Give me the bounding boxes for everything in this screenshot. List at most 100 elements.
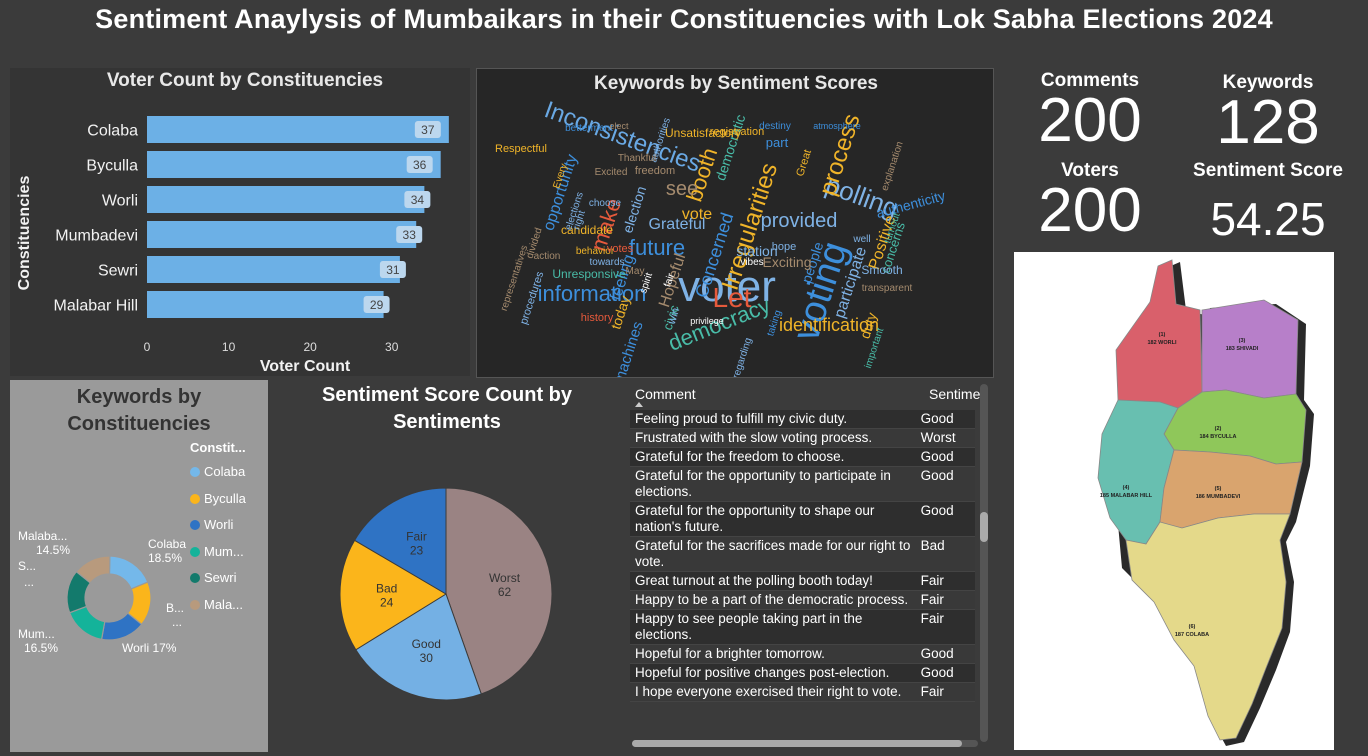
col-header-sentiment[interactable]: Sentime <box>929 386 981 402</box>
donut-legend-item[interactable]: Worli <box>190 517 233 532</box>
map-num-worli: (1) <box>1159 332 1166 338</box>
comment-cell: Grateful for the opportunity to shape ou… <box>630 501 916 537</box>
sentiment-cell: Bad <box>915 536 975 572</box>
sentiment-cell: Worst <box>915 428 975 448</box>
wordcloud-word: Smooth <box>861 263 902 277</box>
keywords-wordcloud[interactable]: Keywords by Sentiment Scores voter voting… <box>476 68 994 378</box>
map-num-colaba: (6) <box>1189 624 1196 630</box>
table-row[interactable]: Grateful for the opportunity to shape ou… <box>630 501 975 537</box>
wordcloud-word: well <box>852 234 870 245</box>
kpi-voters-value: 200 <box>1038 176 1142 245</box>
sentiment-cell: Fair <box>915 590 975 610</box>
bar-value-label: 37 <box>421 123 435 137</box>
sort-asc-icon[interactable] <box>635 402 643 407</box>
donut-legend-item[interactable]: Mala... <box>190 597 243 612</box>
pie-slice-label: Bad <box>376 582 397 596</box>
wordcloud-word: regarding <box>731 336 755 377</box>
donut-label-pct: 16.5% <box>24 641 58 655</box>
wordcloud-word: explanation <box>879 140 905 192</box>
table-row[interactable]: Feeling proud to fulfill my civic duty. G… <box>630 410 975 429</box>
donut-label-name: Malaba... <box>18 529 67 543</box>
wordcloud-word: Thankful <box>618 153 656 164</box>
donut-legend-item[interactable]: Mum... <box>190 544 244 559</box>
table-row[interactable]: Great turnout at the polling booth today… <box>630 571 975 591</box>
legend-dot-icon <box>190 467 200 477</box>
donut-legend-item[interactable]: Byculla <box>190 491 246 506</box>
x-tick-label: 30 <box>385 340 399 354</box>
x-axis-label: Voter Count <box>260 358 351 375</box>
table-row[interactable]: Hopeful for a brighter tomorrow. Good <box>630 644 975 664</box>
comment-cell: Great turnout at the polling booth today… <box>630 571 916 591</box>
wordcloud-word: Respectful <box>495 143 547 155</box>
legend-dot-icon <box>190 493 200 504</box>
comment-cell: Happy to see people taking part in the e… <box>630 609 916 645</box>
bar-value-badge <box>406 156 433 173</box>
wordcloud-word: provided <box>761 210 838 232</box>
vertical-scrollbar[interactable] <box>980 384 988 742</box>
sentiment-cell: Good <box>915 663 975 683</box>
wordcloud-word: part <box>766 135 789 150</box>
pie-slice-label: Fair <box>406 529 427 543</box>
wordcloud-word: freedom <box>635 165 675 177</box>
legend-label: Sewri <box>204 570 237 585</box>
bar-byculla <box>147 151 441 178</box>
wordcloud-word: vibes <box>740 257 763 268</box>
sentiment-cell: Good <box>915 447 975 467</box>
donut-label-pct: ... <box>24 575 34 589</box>
wordcloud-word: candidate <box>561 223 613 237</box>
wordcloud-word: duty <box>857 310 880 340</box>
wordcloud-word: fair <box>662 271 677 288</box>
legend-label: Byculla <box>204 490 246 506</box>
sentiment-cell: Fair <box>915 609 975 645</box>
sentiment-pie-chart[interactable]: Sentiment Score Count by Sentiments Wors… <box>270 380 624 752</box>
x-tick-label: 0 <box>144 340 151 354</box>
table-row[interactable]: Hopeful for positive changes post-electi… <box>630 663 975 683</box>
table-row[interactable]: Happy to be a part of the democratic pro… <box>630 590 975 610</box>
donut-legend-item[interactable]: Sewri <box>190 570 237 585</box>
comment-cell: Frustrated with the slow voting process. <box>630 428 916 448</box>
legend-label: Mum... <box>204 543 244 559</box>
donut-legend-item[interactable]: Colaba <box>190 464 245 479</box>
bar-malabar-hill <box>147 291 384 318</box>
bar-category-label: Sewri <box>98 263 138 280</box>
voter-count-bar-chart[interactable]: Voter Count by Constituencies Colaba 37 By… <box>10 68 470 376</box>
table-row[interactable]: I hope everyone exercised their right to… <box>630 682 975 702</box>
map-num-shivadi: (3) <box>1239 338 1246 344</box>
kpi-keywords-label: Keywords <box>1222 72 1314 93</box>
horizontal-scrollbar-thumb[interactable] <box>632 740 962 747</box>
comments-table[interactable]: Comment Sentime Feeling proud to fulfill… <box>630 380 992 752</box>
map-name-malabar: 185 MALABAR HILL <box>1100 493 1153 499</box>
wordcloud-word: transparent <box>862 283 913 294</box>
page-title: Sentiment Anaylysis of Mumbaikars in the… <box>95 4 1273 34</box>
bar-mumbadevi <box>147 221 417 248</box>
pie-slice-value: 30 <box>420 651 434 665</box>
map-name-worli: 182 WORLI <box>1147 340 1177 346</box>
table-row[interactable]: Grateful for the freedom to choose. Good <box>630 447 975 467</box>
table-row[interactable]: Happy to see people taking part in the e… <box>630 609 975 645</box>
bar-value-badge <box>404 191 431 208</box>
pie-slice-fair <box>353 487 447 595</box>
comment-cell: Grateful for the sacrifices made for our… <box>630 536 916 572</box>
donut-label-pct: 18.5% <box>148 551 182 565</box>
bar-value-label: 34 <box>411 193 425 207</box>
comment-cell: Happy to be a part of the democratic pro… <box>630 590 916 610</box>
bar-category-label: Malabar Hill <box>54 298 138 315</box>
pie-slice-value: 23 <box>410 543 424 557</box>
vertical-scrollbar-thumb[interactable] <box>980 512 988 542</box>
bar-value-badge <box>379 261 406 278</box>
kpi-keywords-value: 128 <box>1216 88 1320 157</box>
col-header-comment[interactable]: Comment <box>635 386 696 402</box>
table-row[interactable]: Grateful for the sacrifices made for our… <box>630 536 975 572</box>
bar-chart-svg: Colaba 37 Byculla 36 Worli 34 Mumbadevi 33 Sewri… <box>16 116 449 375</box>
wordcloud-word: vote <box>682 206 712 223</box>
donut-label-name: B... <box>166 601 184 615</box>
x-tick-label: 10 <box>222 340 236 354</box>
table-row[interactable]: Grateful for the opportunity to particip… <box>630 466 975 502</box>
table-row[interactable]: Frustrated with the slow voting process.… <box>630 428 975 448</box>
legend-dot-icon <box>190 573 200 583</box>
pie-slice-worst <box>445 487 553 695</box>
wordcloud-word: hope <box>772 241 796 253</box>
pie-title: Sentiment Score Count by Sentiments <box>270 382 624 436</box>
keywords-donut-chart[interactable]: Keywords by Constituencies Constit... Co… <box>10 380 268 752</box>
